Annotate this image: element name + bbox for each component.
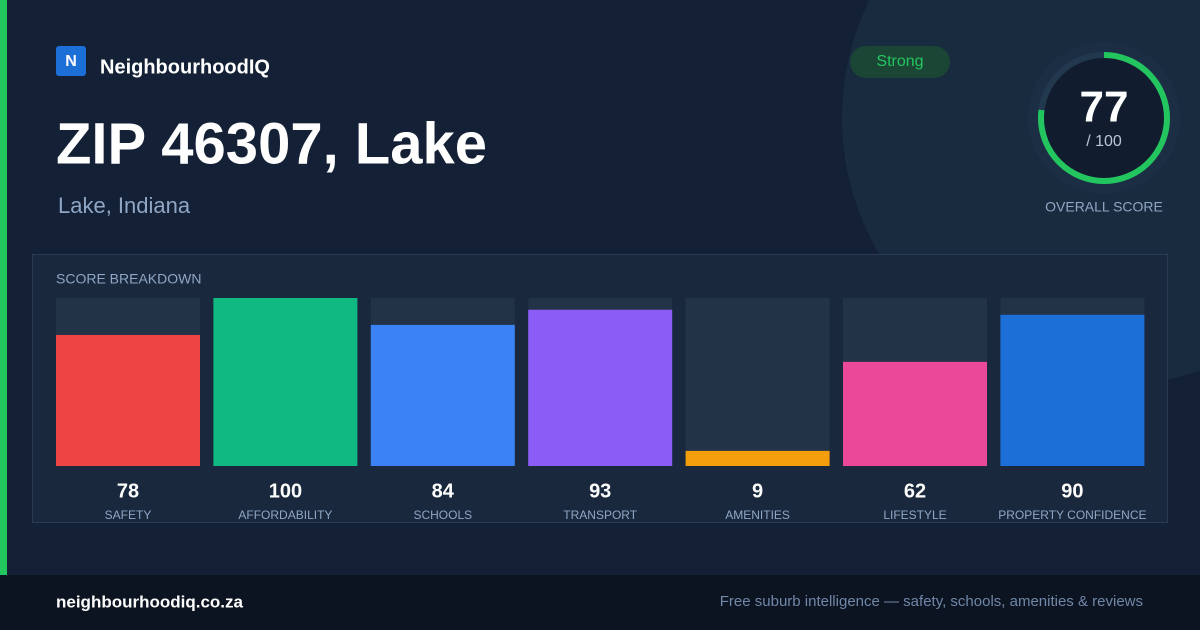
- brand-name: NeighbourhoodIQ: [100, 56, 270, 78]
- bar-value: 90: [1061, 480, 1083, 502]
- bar-label: SAFETY: [105, 508, 152, 522]
- bar: [56, 334, 200, 466]
- accent-stripe: [0, 0, 7, 575]
- bar-label: AFFORDABILITY: [238, 508, 332, 522]
- bar: [213, 298, 358, 466]
- bar: [843, 361, 987, 466]
- bar: [370, 324, 515, 466]
- subtitle: Lake, Indiana: [58, 193, 191, 218]
- score-label: OVERALL SCORE: [1045, 199, 1163, 215]
- bar: [1000, 314, 1145, 466]
- footer-tagline: Free suburb intelligence — safety, schoo…: [720, 593, 1143, 610]
- badge-text: Strong: [876, 53, 923, 70]
- page-title: ZIP 46307, Lake: [56, 111, 487, 176]
- bar-value: 93: [589, 480, 611, 502]
- score-ring: [1038, 52, 1170, 184]
- footer: [0, 575, 1200, 630]
- bar-label: LIFESTYLE: [883, 508, 946, 522]
- score-value: 77: [1080, 83, 1129, 132]
- bar-track: [685, 298, 830, 466]
- bar: [528, 309, 673, 466]
- bar-value: 62: [904, 480, 926, 502]
- badge: [850, 46, 950, 78]
- footer-site: neighbourhoodiq.co.za: [56, 592, 244, 611]
- bar-label: PROPERTY CONFIDENCE: [998, 508, 1146, 522]
- brand-icon: [56, 46, 86, 76]
- bar: [685, 450, 830, 466]
- bar-value: 78: [117, 480, 139, 502]
- bar-label: SCHOOLS: [413, 508, 472, 522]
- score-max: / 100: [1086, 133, 1122, 150]
- brand-icon-letter: N: [65, 53, 77, 70]
- bar-value: 84: [432, 480, 455, 502]
- bar-label: AMENITIES: [725, 508, 790, 522]
- breakdown-title: SCORE BREAKDOWN: [56, 271, 201, 287]
- bar-value: 100: [269, 480, 302, 502]
- bar-value: 9: [752, 480, 763, 502]
- bar-label: TRANSPORT: [563, 508, 637, 522]
